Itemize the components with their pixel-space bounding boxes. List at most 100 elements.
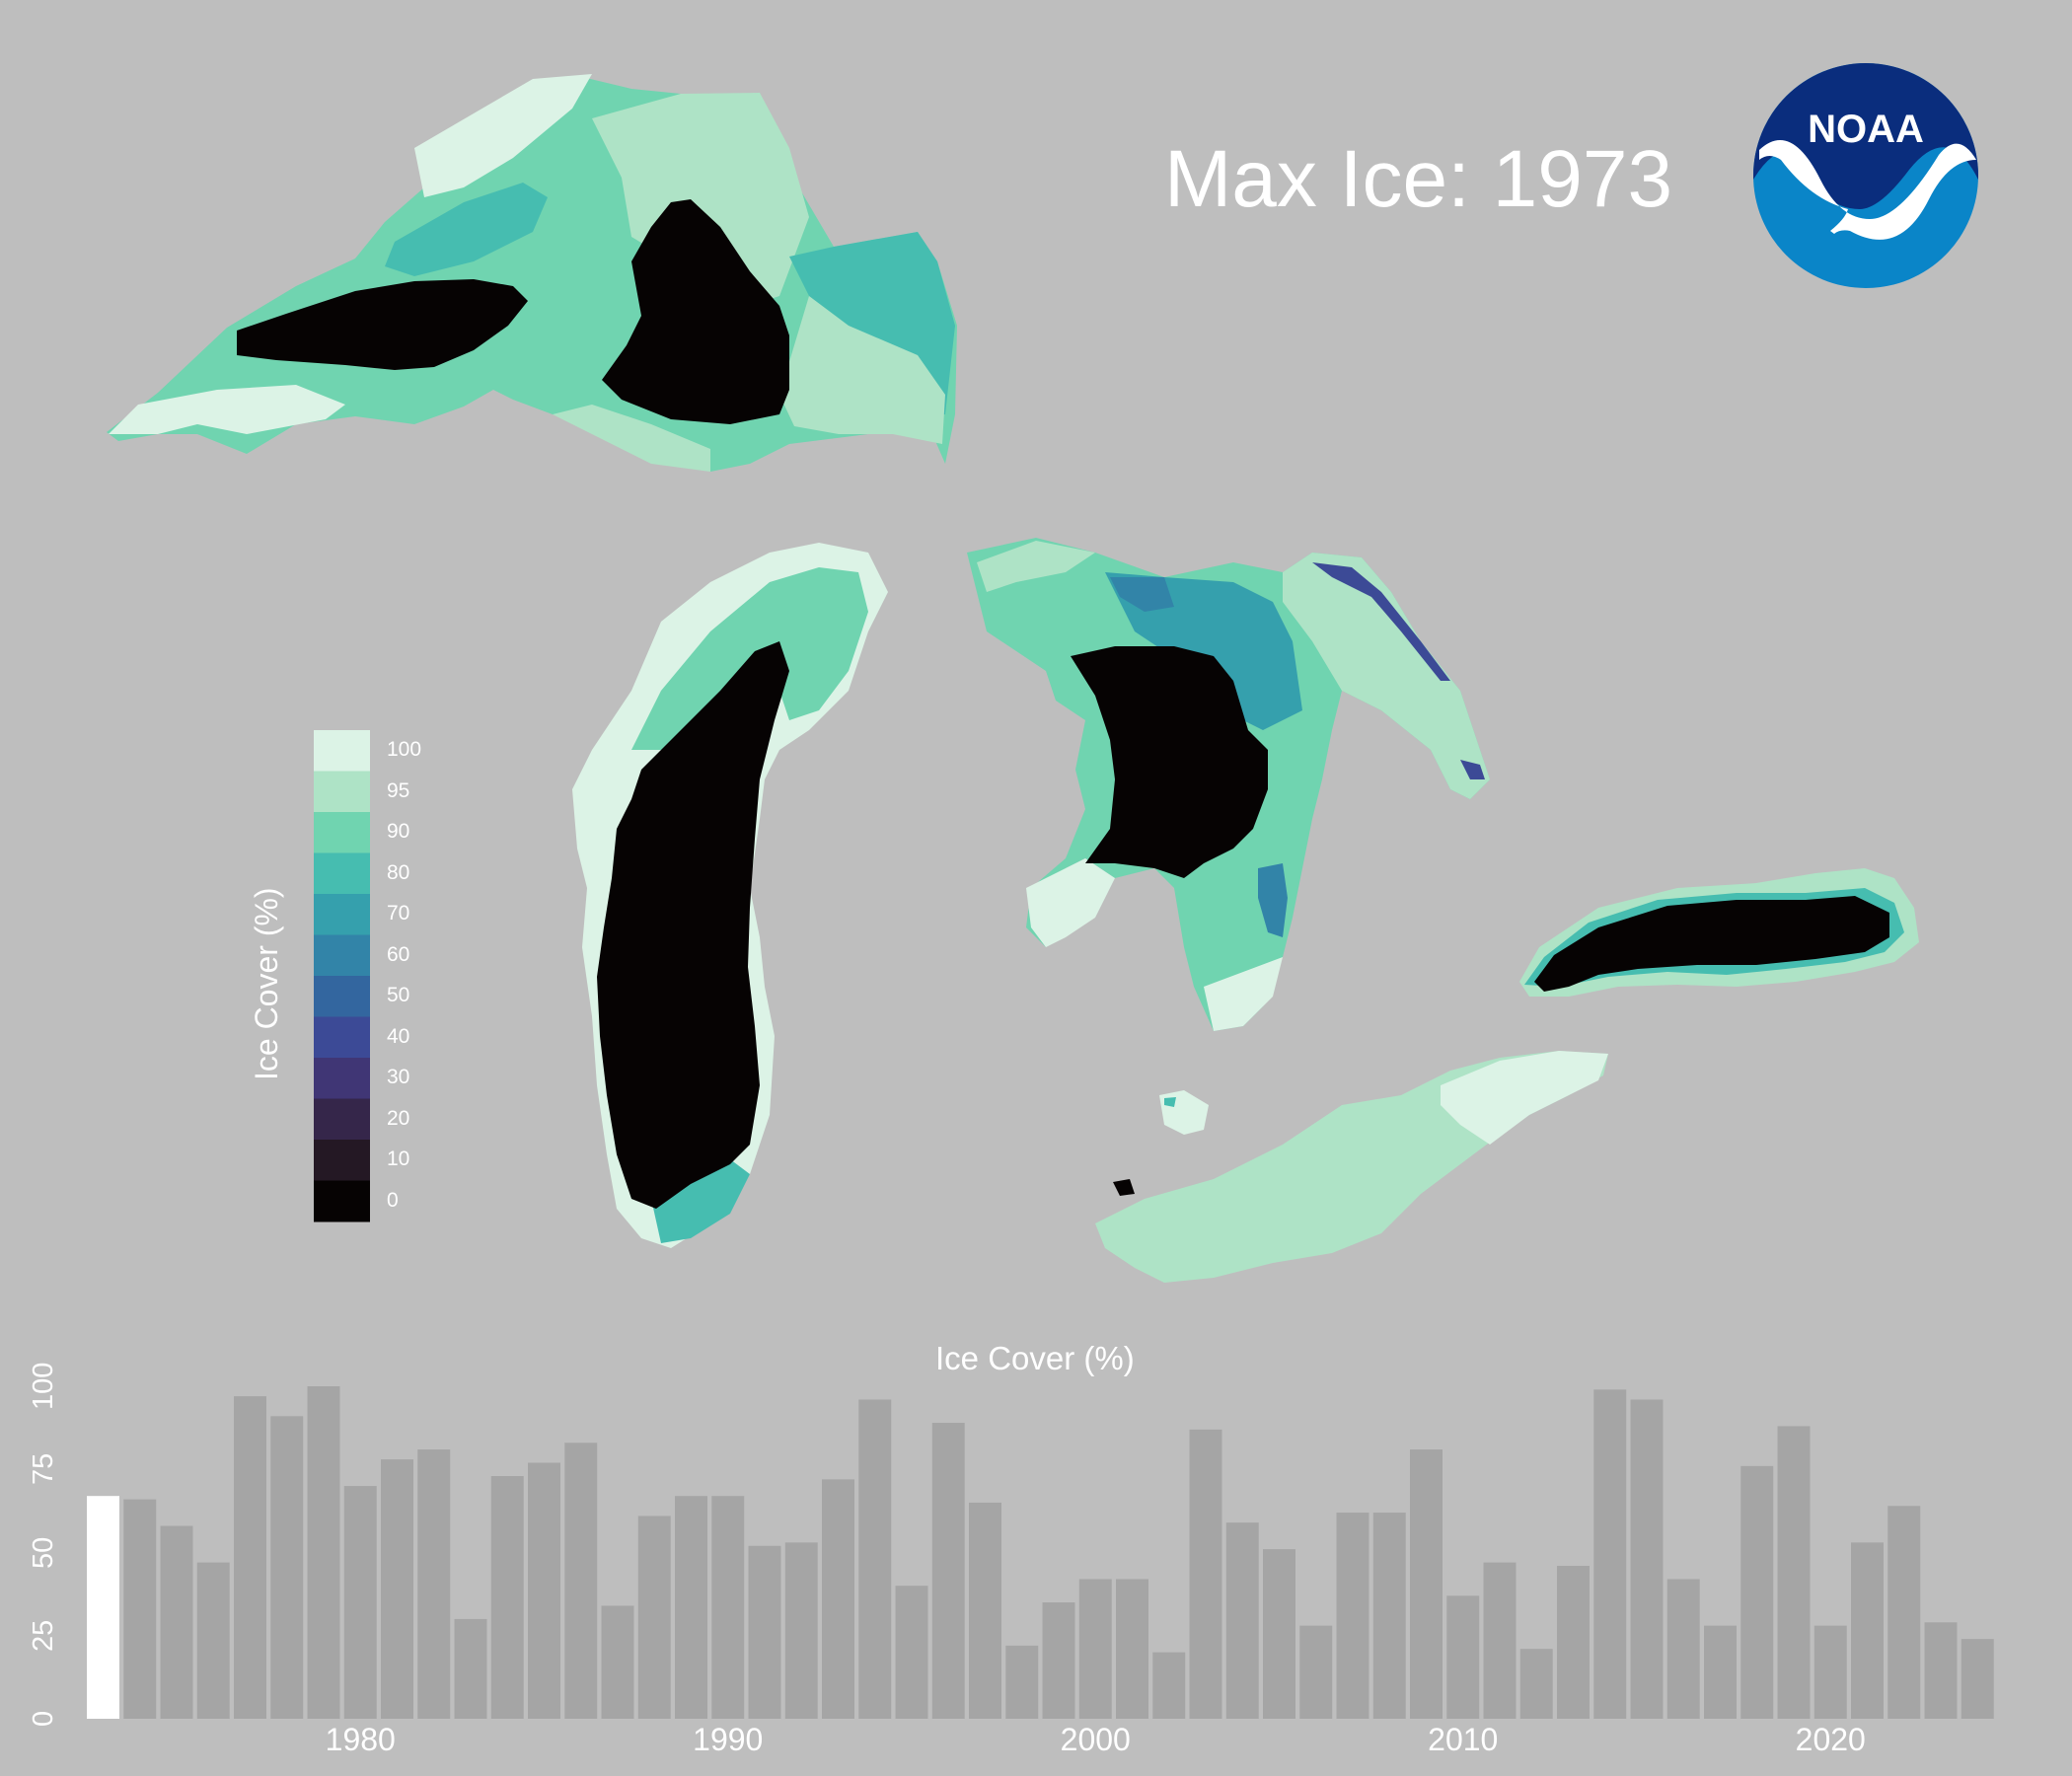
year-bar: [1152, 1652, 1186, 1719]
legend-swatch: [314, 1058, 370, 1099]
year-bar: [1557, 1565, 1590, 1719]
legend-swatch: [314, 771, 370, 813]
legend-swatch: [314, 1180, 370, 1222]
year-bar: [1519, 1649, 1553, 1719]
lake-huron: [967, 538, 1490, 1031]
lake-erie: [1095, 1051, 1608, 1283]
legend-swatch: [314, 852, 370, 895]
legend-tick-label: 95: [387, 778, 410, 802]
legend-color-scale: [314, 730, 370, 1222]
noaa-logo: NOAA: [1753, 63, 1978, 288]
year-bar: [417, 1449, 451, 1719]
year-bar: [454, 1618, 487, 1719]
year-bar: [1666, 1579, 1700, 1719]
legend-swatch: [314, 1016, 370, 1059]
y-tick-label: 75: [28, 1452, 59, 1486]
legend-title: Ice Cover (%): [249, 887, 284, 1080]
year-bar: [1042, 1602, 1075, 1719]
year-bar: [1483, 1562, 1517, 1719]
x-tick-label: 2000: [1060, 1722, 1131, 1757]
year-bar: [784, 1542, 818, 1719]
year-bar: [160, 1525, 193, 1719]
lake-superior: [107, 74, 957, 472]
year-bar: [1813, 1625, 1847, 1719]
year-bar: [1372, 1513, 1406, 1719]
year-bar: [564, 1443, 598, 1719]
year-bar: [1961, 1639, 1994, 1719]
year-bar: [490, 1475, 524, 1719]
year-bar: [1740, 1465, 1774, 1719]
year-bar: [1777, 1426, 1811, 1719]
year-bar: [748, 1545, 781, 1719]
year-bar: [1630, 1399, 1664, 1719]
noaa-logo-text: NOAA: [1808, 108, 1924, 151]
year-bar: [1263, 1549, 1295, 1719]
year-bar: [1410, 1449, 1443, 1719]
year-bar: [1336, 1513, 1369, 1719]
y-tick-label: 25: [28, 1619, 59, 1652]
legend-tick-label: 70: [387, 902, 410, 925]
year-bar: [1924, 1622, 1958, 1719]
year-bar: [1005, 1645, 1039, 1719]
year-bar: [895, 1586, 928, 1719]
page-title: Max Ice: 1973: [1164, 134, 1673, 224]
legend-swatch: [314, 976, 370, 1017]
legend-swatch: [314, 1140, 370, 1181]
x-tick-label: 1980: [325, 1722, 396, 1757]
year-bar: [1593, 1389, 1627, 1719]
year-bar: [858, 1399, 892, 1719]
year-bar: [1299, 1625, 1333, 1719]
year-bar: [1189, 1429, 1222, 1719]
y-tick-label: 100: [28, 1362, 59, 1410]
year-bar: [969, 1502, 1001, 1719]
lake-michigan: [572, 543, 888, 1248]
year-bar: [307, 1386, 340, 1719]
legend-tick-label: 30: [387, 1066, 410, 1088]
year-bar: [675, 1496, 707, 1719]
legend-swatch: [314, 730, 370, 772]
bar-chart-title: Ice Cover (%): [935, 1340, 1135, 1376]
legend-tick-label: 20: [387, 1106, 410, 1130]
legend-tick-label: 40: [387, 1024, 410, 1048]
year-bar: [381, 1459, 413, 1719]
legend-tick-label: 60: [387, 942, 410, 966]
y-tick-label: 50: [28, 1536, 59, 1569]
legend-tick-label: 90: [387, 820, 410, 843]
highlighted-year-bar: [87, 1496, 119, 1719]
x-tick-label: 1990: [693, 1722, 764, 1757]
year-bar: [711, 1496, 745, 1719]
lake-ontario: [1519, 868, 1919, 997]
year-bar: [1887, 1506, 1921, 1719]
legend-swatch: [314, 812, 370, 853]
legend-tick-label: 0: [387, 1188, 399, 1212]
legend-swatch: [314, 934, 370, 977]
year-bar: [528, 1462, 560, 1719]
year-bar: [270, 1416, 304, 1719]
legend-swatch: [314, 1098, 370, 1141]
year-bar: [234, 1396, 266, 1719]
legend-tick-label: 100: [387, 738, 422, 761]
great-lakes-map: [107, 74, 1919, 1283]
legend-swatch: [314, 894, 370, 935]
year-bar: [1851, 1542, 1884, 1719]
legend-tick-label: 80: [387, 860, 410, 884]
x-tick-label: 2020: [1795, 1722, 1866, 1757]
year-bar: [1446, 1595, 1480, 1719]
year-bar: [1078, 1579, 1112, 1719]
year-bar: [343, 1486, 377, 1719]
year-bar: [601, 1605, 634, 1719]
year-bar: [123, 1499, 157, 1719]
y-tick-label: 0: [28, 1710, 59, 1727]
legend-tick-label: 10: [387, 1147, 410, 1170]
year-bar: [637, 1516, 671, 1719]
legend-tick-label: 50: [387, 984, 410, 1006]
x-tick-label: 2010: [1428, 1722, 1499, 1757]
year-bar: [822, 1479, 854, 1719]
year-bar: [931, 1423, 965, 1719]
year-bar: [196, 1562, 230, 1719]
year-bar: [1116, 1579, 1148, 1719]
year-bar: [1225, 1522, 1259, 1719]
ice-cover-bar-chart: [87, 1386, 1994, 1719]
year-bar: [1704, 1625, 1737, 1719]
